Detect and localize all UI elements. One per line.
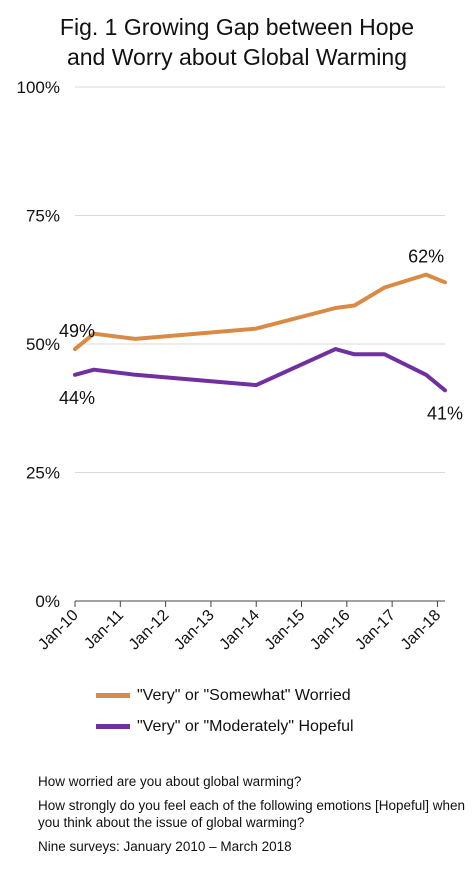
legend-swatch-hopeful <box>96 724 130 729</box>
series-line-hopeful <box>73 347 447 393</box>
note-survey-count: Nine surveys: January 2010 – March 2018 <box>38 839 292 854</box>
legend-item-worried: "Very" or "Somewhat" Worried <box>96 680 354 711</box>
note-question-worried: How worried are you about global warming… <box>38 774 302 789</box>
data-label: 44% <box>59 388 95 408</box>
y-tick-label: 75% <box>26 207 60 226</box>
x-tick-label: Jan-13 <box>171 607 218 654</box>
survey-notes: How worried are you about global warming… <box>38 773 468 862</box>
note-question-hopeful: How strongly do you feel each of the fol… <box>38 798 465 830</box>
x-tick-label: Jan-11 <box>81 607 127 653</box>
x-tick-label: Jan-14 <box>216 607 263 654</box>
line-chart: 0%25%50%75%100%Jan-10 Jan-11Jan-12Jan-13J… <box>17 78 464 654</box>
x-tick-label: Jan-12 <box>126 607 173 654</box>
y-tick-label: 0% <box>35 592 60 611</box>
chart-legend: "Very" or "Somewhat" Worried "Very" or "… <box>96 680 354 742</box>
y-tick-label: 100% <box>17 78 60 97</box>
x-tick-label: Jan-18 <box>398 607 445 654</box>
legend-item-hopeful: "Very" or "Moderately" Hopeful <box>96 711 354 742</box>
chart-title-line-1: Fig. 1 Growing Gap between Hope <box>59 14 415 40</box>
legend-swatch-worried <box>96 693 130 698</box>
data-label: 62% <box>408 247 444 267</box>
x-tick-label: Jan-15 <box>262 607 309 654</box>
x-tick-label: Jan-10 <box>35 607 82 654</box>
data-label: 41% <box>427 403 463 423</box>
chart-title-line-2: and Worry about Global Warming <box>66 44 408 70</box>
series-line-worried <box>73 272 447 352</box>
legend-label-worried: "Very" or "Somewhat" Worried <box>137 686 351 704</box>
data-label: 49% <box>59 321 95 341</box>
x-tick-label: Jan-16 <box>307 607 354 654</box>
y-tick-label: 25% <box>26 464 60 483</box>
legend-label-hopeful: "Very" or "Moderately" Hopeful <box>137 717 354 735</box>
chart-title: Fig. 1 Growing Gap between Hope and Worr… <box>0 12 474 72</box>
x-tick-label: Jan-17 <box>352 607 399 654</box>
y-tick-label: 50% <box>26 335 60 354</box>
